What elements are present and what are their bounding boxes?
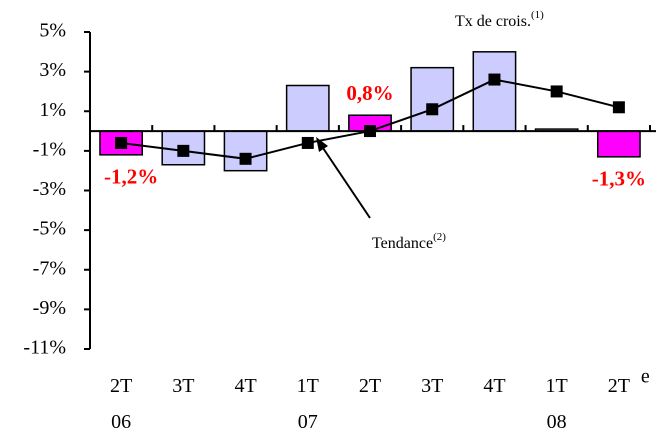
x-tick-label-line: 3T (172, 375, 194, 397)
x-tick-label: 4T (483, 375, 505, 397)
x-tick-label-line: 1T (546, 375, 568, 397)
x-tick-label: 1T 08 (546, 375, 568, 433)
bar (596, 130, 641, 158)
x-tick-label: 3T (172, 375, 194, 397)
bar-series-label: Tx de crois.(1) (455, 9, 544, 30)
x-tick-label-line: 4T (483, 375, 505, 397)
x-tick-label-line: 2T (359, 375, 381, 397)
x-tick-label: 2T 06 (110, 375, 132, 433)
trend-marker (550, 85, 563, 98)
trend-marker (239, 152, 252, 165)
series-note: (1) (531, 9, 544, 21)
bar (285, 84, 330, 132)
trend-marker (488, 73, 501, 86)
x-tick-label-line: 06 (111, 411, 131, 433)
x-tick-label: 2T (359, 375, 381, 397)
category-note: e (641, 366, 650, 388)
y-tick-label: -7% (33, 257, 66, 279)
trend-marker (177, 144, 190, 157)
y-tick-label: -3% (33, 178, 66, 200)
line-series-label: Tendance(2) (372, 231, 446, 252)
trend-marker (301, 136, 314, 149)
value-label: -1,2% (104, 165, 158, 189)
trend-marker (364, 125, 376, 138)
series-note: (2) (433, 231, 446, 243)
x-tick-label-line: 2T (110, 375, 132, 397)
x-tick-label-line: 3T (421, 375, 443, 397)
arrow (320, 144, 371, 219)
x-tick-label-line: 1T (297, 375, 319, 397)
y-tick-label: -9% (33, 297, 66, 319)
series-name: Tx de crois. (455, 13, 531, 30)
x-tick-label: 1T 07 (297, 375, 319, 433)
y-tick-label: 5% (39, 20, 66, 42)
trend-marker (426, 103, 439, 116)
x-tick-label-line: 08 (547, 411, 567, 433)
y-tick-label: -5% (33, 218, 66, 240)
x-tick-label-line: 4T (234, 375, 256, 397)
x-tick-label: 2T (608, 375, 630, 397)
y-tick-label: 3% (39, 59, 66, 81)
y-tick-label: -11% (23, 337, 66, 359)
value-label: -1,3% (592, 167, 646, 191)
series-name: Tendance (372, 235, 433, 252)
x-tick-label: 3T (421, 375, 443, 397)
bar (410, 66, 455, 132)
y-tick-label: -1% (33, 138, 66, 160)
trend-marker (612, 101, 625, 114)
x-tick-label: 4T (234, 375, 256, 397)
value-label: 0,8% (346, 81, 393, 105)
bar (472, 51, 517, 132)
y-tick-label: 1% (39, 99, 66, 121)
x-tick-label-line: 2T (608, 375, 630, 397)
trend-marker (115, 136, 128, 149)
x-tick-label-line: 07 (298, 411, 318, 433)
